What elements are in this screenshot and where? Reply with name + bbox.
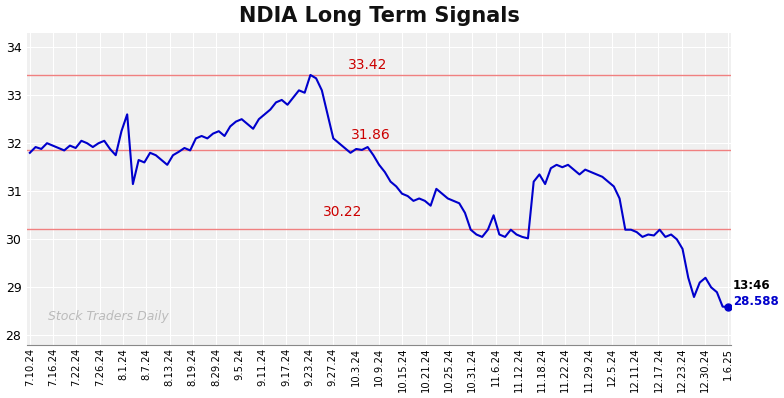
Text: 30.22: 30.22	[323, 205, 362, 219]
Text: Stock Traders Daily: Stock Traders Daily	[48, 310, 169, 323]
Text: 28.588: 28.588	[733, 295, 779, 308]
Title: NDIA Long Term Signals: NDIA Long Term Signals	[238, 6, 520, 25]
Text: 33.42: 33.42	[347, 58, 387, 72]
Text: 31.86: 31.86	[351, 128, 391, 142]
Text: 13:46: 13:46	[733, 279, 771, 292]
